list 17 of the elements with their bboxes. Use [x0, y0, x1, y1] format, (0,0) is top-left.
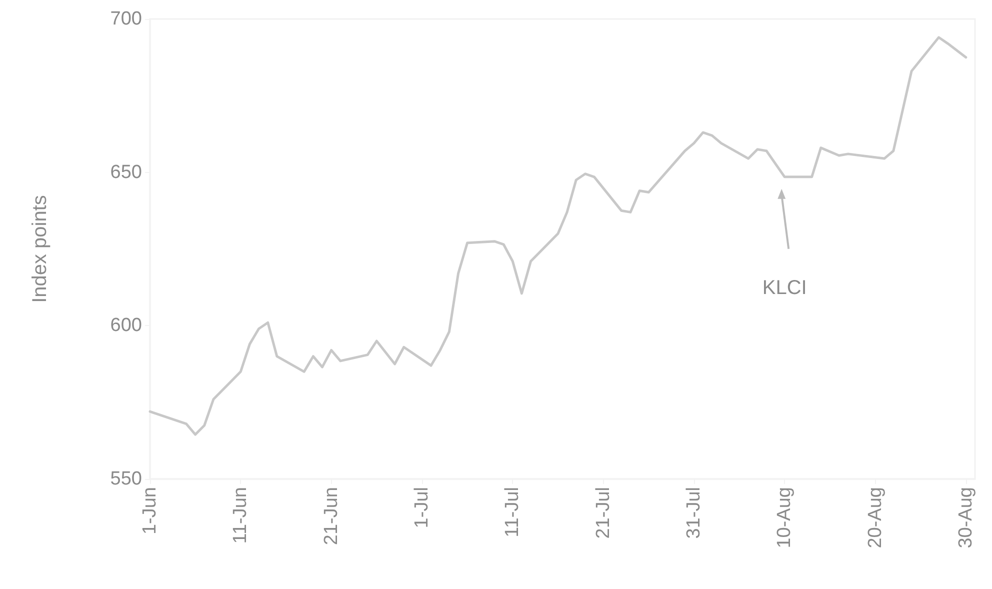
- y-tick-label: 600: [110, 315, 142, 336]
- text: KLCI: [762, 276, 807, 299]
- x-tick-label: 30-Aug: [955, 487, 976, 548]
- x-tick-label: 1-Jul: [411, 487, 432, 528]
- x-tick-label: 11-Jul: [502, 487, 524, 538]
- y-tick-label: 650: [110, 162, 142, 183]
- x-tick-label: 11-Jun: [230, 487, 252, 544]
- x-tick-label: 21-Jul: [592, 487, 614, 539]
- x-tick-label: 20-Aug: [864, 487, 886, 548]
- x-tick-label: 31-Jul: [683, 487, 704, 539]
- y-axis-title: Index points: [29, 195, 51, 303]
- x-tick-label: 21-Jun: [320, 487, 342, 546]
- y-tick-label: 550: [110, 468, 142, 490]
- y-tick-label: 700: [110, 8, 142, 30]
- line-series: [148, 36, 968, 436]
- x-tick-label: 10-Aug: [774, 487, 796, 548]
- x-tick-label: 1-Jun: [140, 487, 160, 535]
